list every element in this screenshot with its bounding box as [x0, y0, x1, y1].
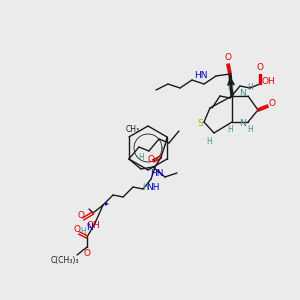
- Text: N: N: [86, 223, 92, 232]
- Text: H: H: [247, 83, 253, 92]
- Text: H: H: [247, 125, 253, 134]
- Text: OH: OH: [86, 220, 100, 230]
- Text: OH: OH: [261, 77, 275, 86]
- Text: O: O: [268, 98, 275, 107]
- Text: O: O: [74, 224, 81, 233]
- Text: NH: NH: [146, 182, 160, 191]
- Text: H: H: [138, 152, 144, 161]
- Text: O: O: [224, 52, 232, 62]
- Text: O: O: [148, 154, 154, 164]
- Text: ▸: ▸: [105, 199, 109, 208]
- Text: O: O: [78, 211, 85, 220]
- Text: O: O: [84, 248, 91, 257]
- Text: H: H: [227, 83, 233, 92]
- Text: C(CH₃)₃: C(CH₃)₃: [51, 256, 79, 266]
- Text: HN: HN: [194, 71, 208, 80]
- Text: CH₃: CH₃: [126, 125, 140, 134]
- Text: HN: HN: [150, 169, 164, 178]
- Text: N: N: [240, 89, 246, 98]
- Text: S: S: [197, 119, 203, 128]
- Text: H: H: [142, 182, 148, 191]
- Text: H: H: [80, 226, 86, 236]
- Text: H: H: [206, 136, 212, 146]
- Text: N: N: [240, 119, 246, 128]
- Text: H: H: [227, 125, 233, 134]
- Text: O: O: [256, 64, 263, 73]
